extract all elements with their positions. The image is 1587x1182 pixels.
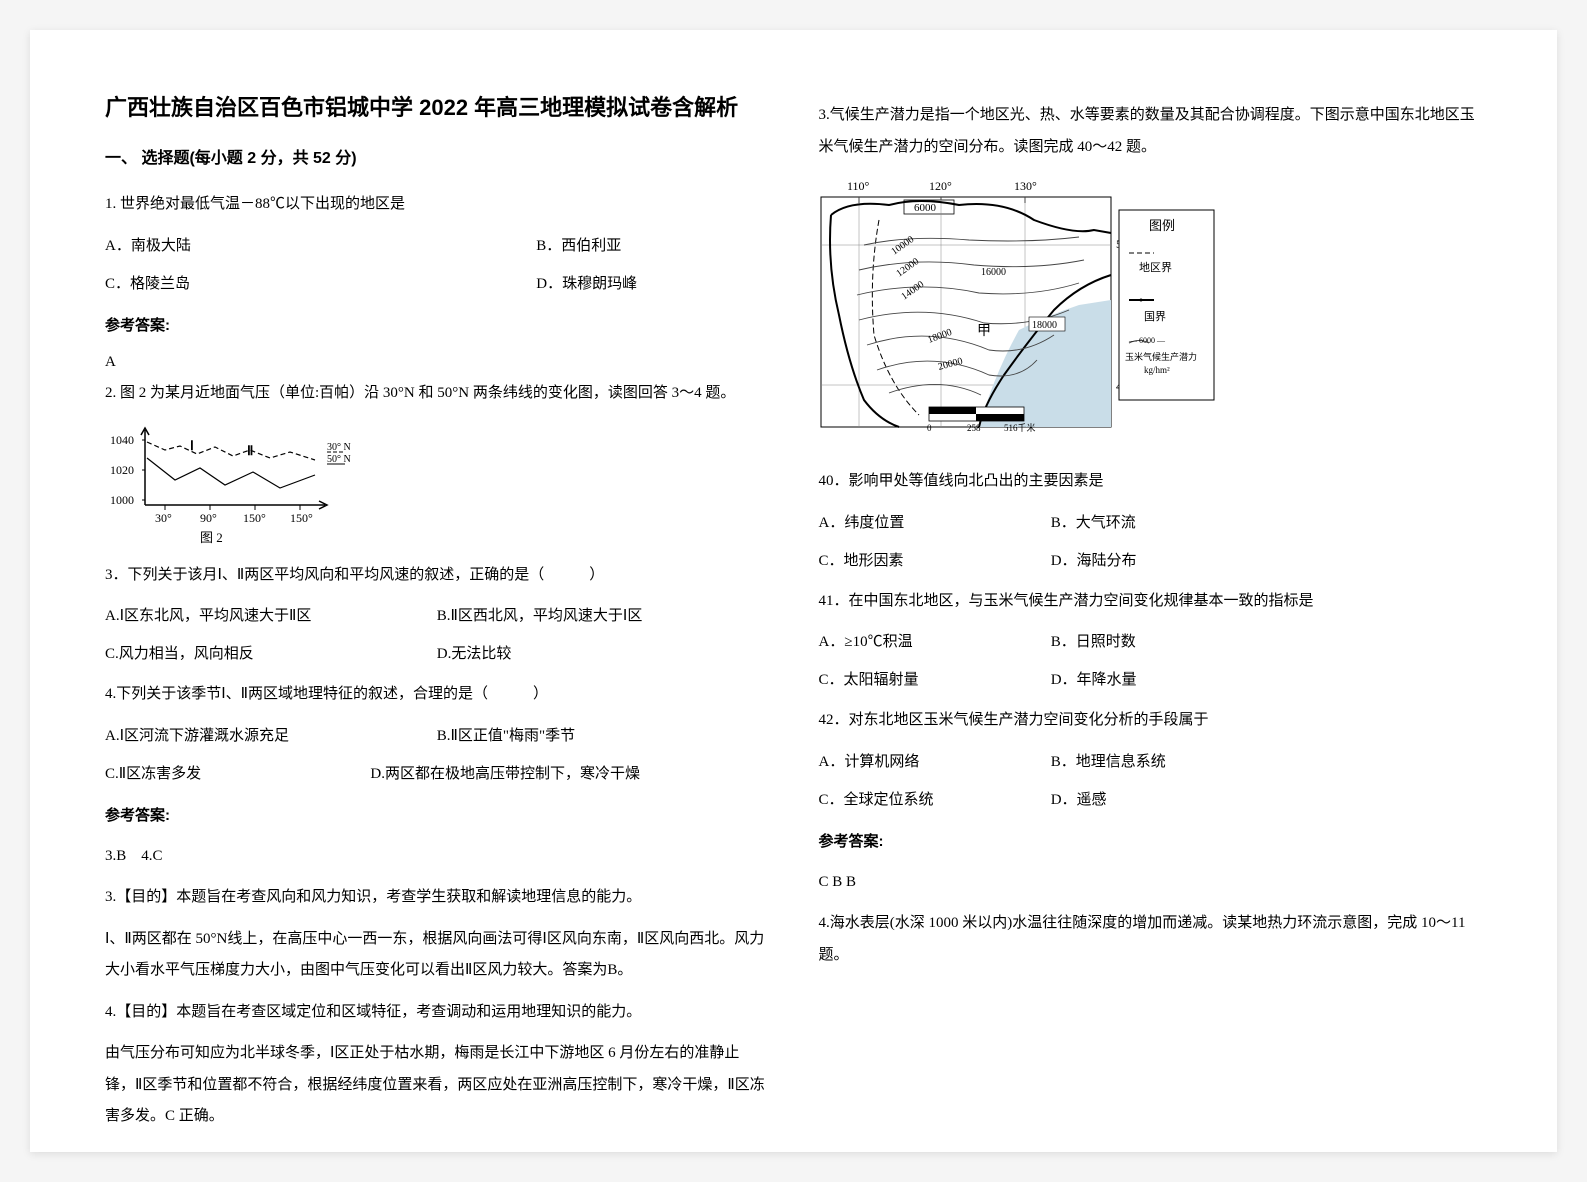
answer-label-3: 参考答案: [819, 827, 1483, 857]
exp-4a: 4.【目的】本题旨在考查区域定位和区域特征，考查调动和运用地理知识的能力。 [105, 997, 769, 1029]
q40-a: A．纬度位置 [819, 508, 1051, 538]
q3-row-cd: C.风力相当，风向相反 D.无法比较 [105, 639, 769, 669]
pressure-chart: 1040 1020 1000 30° 90° 150° 150° Ⅰ Ⅱ [105, 420, 769, 550]
chart-svg: 1040 1020 1000 30° 90° 150° 150° Ⅰ Ⅱ [105, 420, 365, 550]
q40-row-cd: C．地形因素 D．海陆分布 [819, 546, 1483, 576]
lon-2: 130° [1014, 179, 1037, 193]
q41-c: C．太阳辐射量 [819, 665, 1051, 695]
svg-text:— 6000 —: — 6000 — [1128, 336, 1166, 345]
exam-page: 广西壮族自治区百色市铝城中学 2022 年高三地理模拟试卷含解析 一、 选择题(… [30, 30, 1557, 1152]
q42-a: A．计算机网络 [819, 747, 1051, 777]
answer-label-2: 参考答案: [105, 801, 769, 831]
legend-item-1: 国界 [1144, 310, 1166, 323]
q1-row-cd: C．格陵兰岛 D．珠穆朗玛峰 [105, 269, 769, 299]
lon-1: 120° [929, 179, 952, 193]
q41-row-cd: C．太阳辐射量 D．年降水量 [819, 665, 1483, 695]
scale-0: 0 [927, 423, 932, 433]
legend-title: 图例 [1149, 218, 1175, 233]
q3-option-d: D.无法比较 [437, 639, 769, 669]
legend-item-2: 玉米气候生产潜力 [1125, 351, 1197, 362]
q4-row-cd: C.Ⅱ区冻害多发 D.两区都在极地高压带控制下，寒冷干燥 [105, 759, 769, 789]
section-1-header: 一、 选择题(每小题 2 分，共 52 分) [105, 143, 769, 175]
scale-2: 516千米 [1004, 422, 1036, 433]
q4-option-c: C.Ⅱ区冻害多发 [105, 759, 370, 789]
q34-answer: 3.B 4.C [105, 841, 769, 873]
q40-c: C．地形因素 [819, 546, 1051, 576]
q1-option-d: D．珠穆朗玛峰 [536, 269, 768, 299]
q42-c: C．全球定位系统 [819, 785, 1051, 815]
q40-row-ab: A．纬度位置 B．大气环流 [819, 508, 1483, 538]
right-column: 3.气候生产潜力是指一个地区光、热、水等要素的数量及其配合协调程度。下图示意中国… [794, 90, 1508, 1092]
q41-stem: 41．在中国东北地区，与玉米气候生产潜力空间变化规律基本一致的指标是 [819, 586, 1483, 618]
q4-row-ab: A.Ⅰ区河流下游灌溉水源充足 B.Ⅱ区正值"梅雨"季节 [105, 721, 769, 751]
contour-3: 16000 [981, 267, 1006, 278]
q3-row-ab: A.Ⅰ区东北风，平均风速大于Ⅱ区 B.Ⅱ区西北风，平均风速大于Ⅰ区 [105, 601, 769, 631]
q42-row-cd: C．全球定位系统 D．遥感 [819, 785, 1483, 815]
q41-a: A．≥10℃积温 [819, 627, 1051, 657]
q40-d: D．海陆分布 [1051, 546, 1383, 576]
q40-stem: 40．影响甲处等值线向北凸出的主要因素是 [819, 466, 1483, 498]
exp-4b: 由气压分布可知应为北半球冬季，Ⅰ区正处于枯水期，梅雨是长江中下游地区 6 月份左… [105, 1038, 769, 1133]
q4-stem: 4.下列关于该季节Ⅰ、Ⅱ两区域地理特征的叙述，合理的是（ ） [105, 679, 769, 711]
q40-b: B．大气环流 [1051, 508, 1383, 538]
q1-stem: 1. 世界绝对最低气温－88℃以下出现的地区是 [105, 189, 769, 221]
map-jia-label: 甲 [977, 324, 991, 339]
map-top-label: 6000 [914, 202, 937, 214]
q4-intro-right: 4.海水表层(水深 1000 米以内)水温往往随深度的增加而递减。读某地热力环流… [819, 908, 1483, 971]
q42-row-ab: A．计算机网络 B．地理信息系统 [819, 747, 1483, 777]
q4-option-d: D.两区都在极地高压带控制下，寒冷干燥 [370, 759, 768, 789]
xtick-2: 150° [243, 511, 266, 525]
ytick-1: 1020 [110, 463, 134, 477]
chart-caption: 图 2 [200, 530, 223, 545]
q1-answer: A [105, 347, 769, 379]
q4-option-a: A.Ⅰ区河流下游灌溉水源充足 [105, 721, 437, 751]
q1-option-b: B．西伯利亚 [536, 231, 768, 261]
q41-d: D．年降水量 [1051, 665, 1383, 695]
q41-row-ab: A．≥10℃积温 B．日照时数 [819, 627, 1483, 657]
q3-intro-right: 3.气候生产潜力是指一个地区光、热、水等要素的数量及其配合协调程度。下图示意中国… [819, 100, 1483, 163]
roman-2: Ⅱ [247, 443, 253, 458]
q1-row-ab: A．南极大陆 B．西伯利亚 [105, 231, 769, 261]
ytick-2: 1000 [110, 493, 134, 507]
q2-intro: 2. 图 2 为某月近地面气压（单位:百帕）沿 30°N 和 50°N 两条纬线… [105, 378, 769, 410]
ytick-0: 1040 [110, 433, 134, 447]
ne-china-map: 110° 120° 130° 6000 [819, 175, 1483, 446]
xtick-0: 30° [155, 511, 172, 525]
legend-item-0: 地区界 [1139, 261, 1172, 274]
roman-1: Ⅰ [190, 438, 194, 453]
q42-stem: 42．对东北地区玉米气候生产潜力空间变化分析的手段属于 [819, 705, 1483, 737]
q3-stem: 3．下列关于该月Ⅰ、Ⅱ两区平均风向和平均风速的叙述，正确的是（ ） [105, 560, 769, 592]
map-svg: 110° 120° 130° 6000 [819, 175, 1229, 435]
exp-3b: Ⅰ、Ⅱ两区都在 50°N线上，在高压中心一西一东，根据风向画法可得Ⅰ区风向东南，… [105, 924, 769, 987]
xtick-1: 90° [200, 511, 217, 525]
left-column: 广西壮族自治区百色市铝城中学 2022 年高三地理模拟试卷含解析 一、 选择题(… [80, 90, 794, 1092]
legend-1: 50° N [327, 454, 351, 465]
lon-0: 110° [847, 179, 870, 193]
q1-option-a: A．南极大陆 [105, 231, 536, 261]
answer-label-1: 参考答案: [105, 311, 769, 341]
q3-option-a: A.Ⅰ区东北风，平均风速大于Ⅱ区 [105, 601, 437, 631]
scale-1: 258 [967, 423, 981, 433]
exp-3a: 3.【目的】本题旨在考查风向和风力知识，考查学生获取和解读地理信息的能力。 [105, 882, 769, 914]
q3-option-c: C.风力相当，风向相反 [105, 639, 437, 669]
q1-option-c: C．格陵兰岛 [105, 269, 536, 299]
xtick-3: 150° [290, 511, 313, 525]
q42-d: D．遥感 [1051, 785, 1383, 815]
q3-option-b: B.Ⅱ区西北风，平均风速大于Ⅰ区 [437, 601, 769, 631]
q41-b: B．日照时数 [1051, 627, 1383, 657]
ans-4042: C B B [819, 867, 1483, 899]
exam-title: 广西壮族自治区百色市铝城中学 2022 年高三地理模拟试卷含解析 [105, 90, 769, 125]
contour-6: 18000 [1032, 320, 1057, 331]
q4-option-b: B.Ⅱ区正值"梅雨"季节 [437, 721, 769, 751]
legend-item-2b: kg/hm² [1144, 365, 1170, 375]
legend-0: 30° N [327, 442, 351, 453]
q42-b: B．地理信息系统 [1051, 747, 1383, 777]
